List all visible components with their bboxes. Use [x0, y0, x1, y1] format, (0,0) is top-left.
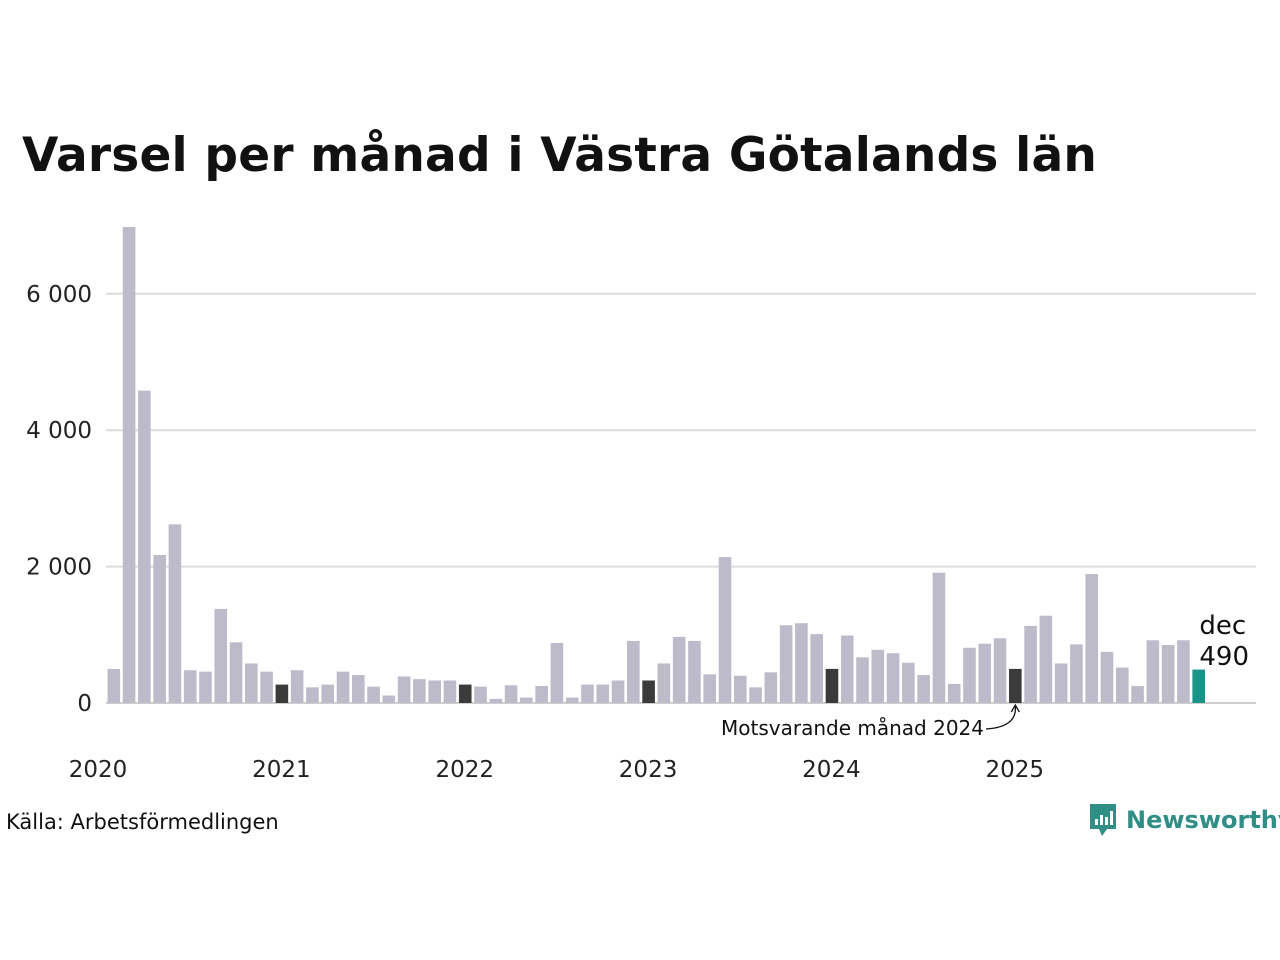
bar-2024-01 — [841, 635, 854, 703]
bar-2024-02 — [856, 657, 869, 703]
bar-2022-05 — [535, 686, 548, 703]
bar-2020-12 — [276, 685, 289, 703]
latest-value-label: 490 — [1199, 642, 1249, 672]
bar-2023-05 — [719, 557, 732, 703]
bar-2023-07 — [749, 687, 762, 703]
bar-2021-03 — [321, 685, 334, 703]
bar-2024-07 — [933, 573, 946, 703]
bar-2022-12 — [642, 680, 655, 703]
bar-2024-06 — [917, 675, 930, 703]
bar-2024-09 — [963, 648, 976, 703]
brand-logo[interactable]: Newsworthy — [1088, 802, 1280, 838]
bar-2025-12 — [1192, 670, 1205, 703]
x-tick-label-2025: 2025 — [986, 757, 1045, 783]
source-label: Källa: Arbetsförmedlingen — [6, 810, 279, 834]
bar-2022-03 — [505, 685, 518, 703]
bar-2025-04 — [1070, 644, 1083, 703]
bars — [108, 227, 1205, 703]
bar-2020-02 — [123, 227, 136, 703]
bar-2023-06 — [734, 676, 747, 703]
bar-2020-04 — [153, 555, 166, 703]
x-tick-label-2024: 2024 — [802, 757, 861, 783]
bar-2021-06 — [367, 687, 380, 703]
bar-2025-03 — [1055, 663, 1068, 703]
bar-2023-08 — [765, 672, 778, 703]
bar-2021-10 — [428, 680, 441, 703]
x-tick-label-2023: 2023 — [619, 757, 678, 783]
bar-2023-11 — [810, 634, 823, 703]
y-tick-label: 0 — [77, 691, 92, 717]
bar-2020-03 — [138, 391, 151, 703]
bar-2025-01 — [1024, 626, 1037, 703]
bar-2021-04 — [337, 672, 350, 703]
bar-2023-10 — [795, 623, 808, 703]
bar-2025-02 — [1040, 616, 1053, 703]
bar-2024-03 — [872, 650, 885, 703]
bar-2024-08 — [948, 684, 961, 703]
bar-2025-08 — [1131, 686, 1144, 703]
y-tick-label: 2 000 — [26, 555, 92, 581]
brand-name: Newsworthy — [1126, 806, 1280, 834]
bar-2023-02 — [673, 637, 686, 703]
bar-2021-01 — [291, 670, 304, 703]
bar-2020-07 — [199, 672, 212, 703]
bar-2024-05 — [902, 663, 915, 703]
bar-2024-04 — [887, 653, 900, 703]
x-tick-label-2021: 2021 — [252, 757, 311, 783]
bar-2020-05 — [169, 524, 182, 703]
bar-2021-05 — [352, 675, 365, 703]
bar-2025-09 — [1147, 640, 1160, 703]
bar-2022-10 — [612, 680, 625, 703]
bar-2022-04 — [520, 698, 533, 703]
bar-2023-03 — [688, 641, 701, 703]
newsworthy-logo-icon — [1088, 802, 1118, 838]
x-tick-label-2022: 2022 — [435, 757, 494, 783]
bar-2020-09 — [230, 642, 243, 703]
x-tick-label-2020: 2020 — [69, 757, 128, 783]
bar-2024-10 — [978, 644, 991, 703]
y-tick-label: 4 000 — [26, 418, 92, 444]
comparison-arrow — [986, 706, 1015, 729]
bar-2025-07 — [1116, 668, 1129, 703]
bar-2022-06 — [551, 643, 564, 703]
latest-month-label: dec — [1199, 611, 1246, 641]
bar-2022-01 — [474, 687, 487, 703]
bar-2025-05 — [1085, 574, 1098, 703]
bar-2021-08 — [398, 676, 411, 703]
bar-2023-01 — [658, 663, 671, 703]
bar-2024-12 — [1009, 669, 1022, 703]
bar-2025-10 — [1162, 645, 1175, 703]
y-tick-label: 6 000 — [26, 282, 92, 308]
bar-2020-06 — [184, 670, 197, 703]
bar-2022-07 — [566, 698, 579, 703]
bar-2023-12 — [826, 669, 839, 703]
bar-2020-10 — [245, 663, 258, 703]
bar-2020-01 — [108, 669, 121, 703]
bar-2022-09 — [596, 685, 609, 703]
bar-2022-08 — [581, 685, 594, 703]
bar-2023-09 — [780, 625, 793, 703]
bar-2022-11 — [627, 641, 640, 703]
comparison-label: Motsvarande månad 2024 — [721, 716, 984, 740]
bar-2025-06 — [1101, 652, 1114, 703]
bar-2022-02 — [490, 699, 503, 703]
bar-2021-11 — [444, 680, 457, 703]
bar-2025-11 — [1177, 640, 1190, 703]
bar-2023-04 — [703, 674, 716, 703]
bar-2020-08 — [214, 609, 227, 703]
bar-2024-11 — [994, 638, 1007, 703]
bar-2021-12 — [459, 685, 472, 703]
bar-2021-07 — [383, 695, 396, 703]
bar-2021-02 — [306, 687, 319, 703]
x-axis-ticks: 2020 2021 2022 2023 2024 2025 — [69, 757, 1044, 783]
y-axis-ticks: 0 2 000 4 000 6 000 — [26, 282, 92, 717]
bar-2021-09 — [413, 679, 426, 703]
bar-2020-11 — [260, 672, 273, 703]
